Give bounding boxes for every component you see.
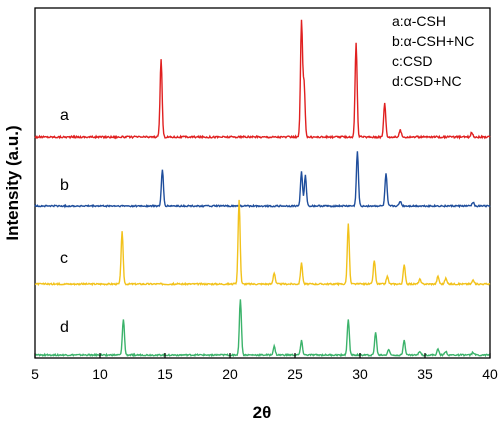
series-layer bbox=[34, 19, 491, 358]
curve-labels: a b c d bbox=[60, 107, 69, 336]
series-line-d bbox=[34, 299, 490, 358]
curve-label-c: c bbox=[60, 250, 68, 267]
x-tick-label: 5 bbox=[31, 366, 39, 382]
x-tick-label: 35 bbox=[417, 366, 433, 382]
legend-item-a: a:α-CSH bbox=[392, 13, 446, 29]
curve-label-a: a bbox=[60, 107, 69, 124]
y-axis-label: Intensity (a.u.) bbox=[3, 125, 22, 240]
series-line-c bbox=[34, 199, 491, 287]
x-tick-label: 25 bbox=[287, 366, 303, 382]
x-tick-label: 15 bbox=[157, 366, 173, 382]
series-line-b bbox=[34, 151, 491, 209]
x-ticks: 5 10 15 20 25 30 35 40 bbox=[31, 353, 498, 382]
x-tick-label: 20 bbox=[222, 366, 238, 382]
legend-item-c: c:CSD bbox=[392, 53, 432, 69]
x-tick-label: 40 bbox=[482, 366, 498, 382]
legend: a:α-CSH b:α-CSH+NC c:CSD d:CSD+NC bbox=[392, 13, 474, 89]
curve-label-b: b bbox=[60, 177, 69, 194]
plot-frame bbox=[34, 7, 491, 359]
x-tick-label: 10 bbox=[92, 366, 108, 382]
x-tick-label: 30 bbox=[352, 366, 368, 382]
x-axis-label: 2θ bbox=[253, 403, 272, 422]
curve-label-d: d bbox=[60, 319, 69, 336]
legend-item-d: d:CSD+NC bbox=[392, 73, 462, 89]
legend-item-b: b:α-CSH+NC bbox=[392, 33, 474, 49]
series-line-a bbox=[34, 19, 491, 140]
